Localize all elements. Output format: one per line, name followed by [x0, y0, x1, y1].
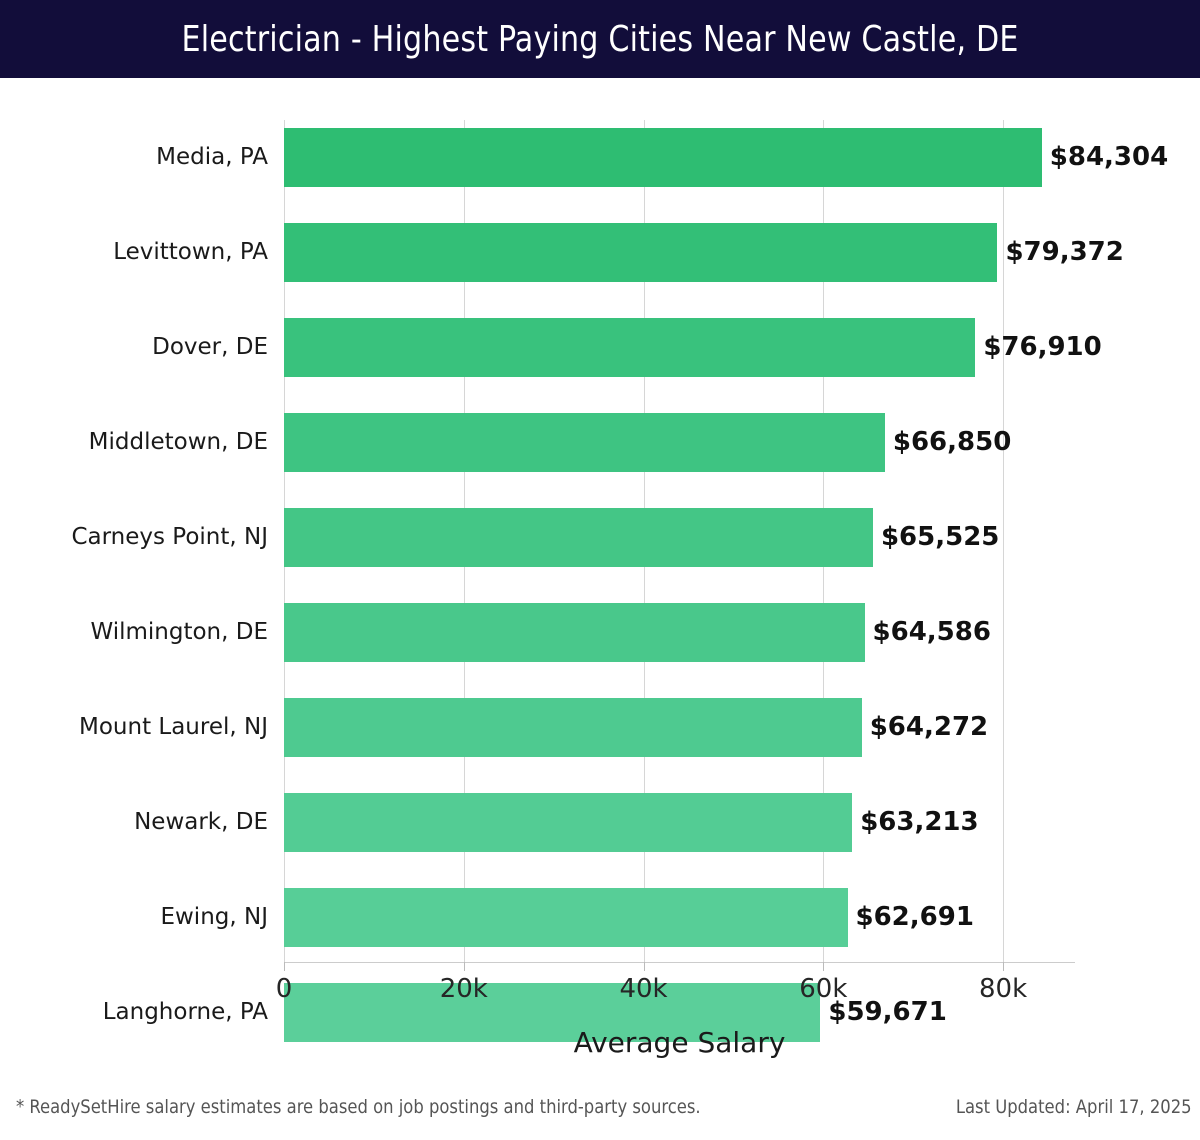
bar-value-label: $63,213: [860, 807, 979, 837]
category-label: Levittown, PA: [113, 239, 268, 265]
gridline-80k: [1003, 120, 1005, 962]
category-label: Dover, DE: [152, 334, 268, 360]
x-tick-label-0: 0: [275, 974, 293, 1004]
bar-row: Dover, DE $76,910: [0, 318, 1200, 377]
bar[interactable]: [284, 223, 998, 282]
x-axis-title: Average Salary: [573, 1026, 786, 1059]
bar[interactable]: [284, 318, 976, 377]
bar-value-label: $59,671: [828, 997, 947, 1027]
bar-row: Media, PA $84,304: [0, 128, 1200, 187]
x-tick-label-80k: 80k: [979, 974, 1028, 1004]
x-tick-label-40k: 40k: [619, 974, 668, 1004]
footer-note: * ReadySetHire salary estimates are base…: [16, 1096, 701, 1118]
category-label: Langhorne, PA: [102, 999, 268, 1025]
x-tick-20k: [463, 962, 465, 971]
bar-value-label: $65,525: [880, 522, 1000, 552]
title-bar: Electrician - Highest Paying Cities Near…: [0, 0, 1200, 78]
x-axis-line: [284, 962, 1075, 963]
footer-last-updated: Last Updated: April 17, 2025: [956, 1096, 1192, 1118]
category-label: Mount Laurel, NJ: [79, 714, 268, 740]
bar-value-label: $62,691: [855, 902, 974, 932]
bar-row: Levittown, PA $79,372: [0, 223, 1200, 282]
bar[interactable]: [284, 698, 862, 757]
bar-value-label: $84,304: [1049, 142, 1169, 172]
bar-value-label: $76,910: [983, 332, 1102, 362]
bar[interactable]: [284, 793, 853, 852]
bar[interactable]: [284, 888, 848, 947]
category-label: Wilmington, DE: [90, 619, 268, 645]
bar-value-label: $79,372: [1005, 237, 1124, 267]
bar-row: Ewing, NJ $62,691: [0, 888, 1200, 947]
x-tick-80k: [1003, 962, 1005, 971]
x-tick-0: [284, 962, 285, 971]
x-tick-40k: [643, 962, 645, 971]
bar-row: Mount Laurel, NJ $64,272: [0, 698, 1200, 757]
bar-row: Newark, DE $63,213: [0, 793, 1200, 852]
bar[interactable]: [284, 983, 821, 1042]
bar[interactable]: [284, 413, 885, 472]
x-tick-60k: [823, 962, 825, 971]
chart-area: Media, PA $84,304 Levittown, PA $79,372 Dove…: [0, 78, 1200, 1140]
bar-row: Carneys Point, NJ $65,525: [0, 508, 1200, 567]
category-label: Newark, DE: [134, 809, 268, 835]
x-tick-label-60k: 60k: [799, 974, 848, 1004]
bar-value-label: $64,272: [869, 712, 989, 742]
bar-row: Wilmington, DE $64,586: [0, 603, 1200, 662]
bar-row: Middletown, DE $66,850: [0, 413, 1200, 472]
category-label: Middletown, DE: [88, 429, 268, 455]
category-label: Carneys Point, NJ: [71, 524, 268, 550]
bar[interactable]: [284, 603, 865, 662]
bar[interactable]: [284, 128, 1042, 187]
page-title: Electrician - Highest Paying Cities Near…: [181, 18, 1019, 60]
bar[interactable]: [284, 508, 873, 567]
category-label: Media, PA: [156, 144, 268, 170]
x-tick-label-20k: 20k: [439, 974, 488, 1004]
category-label: Ewing, NJ: [160, 904, 268, 930]
bar-row: Langhorne, PA $59,671: [0, 983, 1200, 1042]
bar-value-label: $64,586: [872, 617, 991, 647]
bar-value-label: $66,850: [892, 427, 1012, 457]
